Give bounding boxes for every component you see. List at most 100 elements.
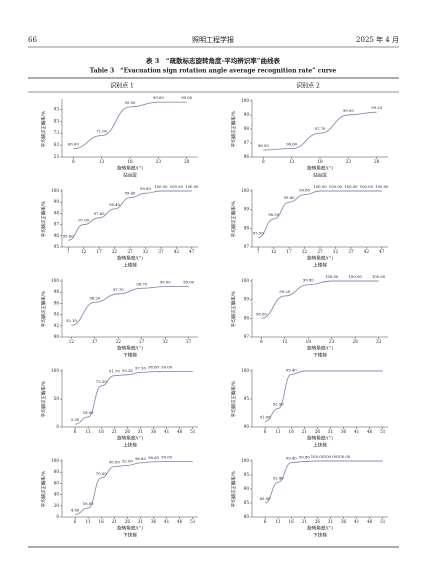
- y-axis-label: 平均辨识正确率/%: [230, 201, 237, 237]
- data-label: 71.00: [96, 129, 107, 134]
- x-tick-label: 7: [67, 249, 70, 254]
- data-label: 99.00: [160, 280, 171, 285]
- x-tick-label: 31: [138, 429, 144, 434]
- chart-subtitle: 下楼梯: [313, 352, 327, 359]
- y-tick-label: 40: [54, 492, 60, 497]
- data-label: 100.00: [329, 184, 343, 189]
- y-tick-label: 100: [51, 368, 59, 373]
- x-tick-label: 37: [158, 249, 164, 254]
- x-tick-label: 16: [289, 519, 295, 524]
- x-tick-label: 16: [99, 429, 105, 434]
- chart-subtitle: 站台层: [123, 172, 137, 179]
- x-tick-label: 47: [189, 249, 195, 254]
- y-tick-label: 97: [244, 334, 250, 339]
- y-tick-label: 73: [54, 130, 60, 135]
- x-tick-label: 7: [257, 249, 260, 254]
- x-tick-label: 37: [348, 249, 354, 254]
- y-tick-label: 95: [54, 244, 60, 249]
- journal-name: 照明工程学报: [192, 35, 234, 44]
- y-tick-label: 93: [54, 106, 60, 111]
- chart-subtitle: 上楼梯: [123, 262, 137, 269]
- data-label: 99.40: [125, 191, 136, 196]
- y-tick-label: 100: [51, 188, 59, 193]
- data-label: 96.20: [89, 295, 100, 300]
- x-tick-label: 46: [367, 429, 373, 434]
- data-label: 70.00: [96, 471, 107, 476]
- y-axis-label: 平均辨识正确率/%: [230, 111, 237, 147]
- y-tick-label: 0: [56, 424, 59, 429]
- data-label: 98.80: [148, 365, 159, 370]
- x-tick-label: 8: [260, 339, 263, 344]
- data-line: [75, 371, 193, 425]
- x-tick-label: 21: [302, 429, 308, 434]
- column-header: 识别点 1: [110, 82, 134, 90]
- x-axis-label: 旋转角度/(°): [307, 345, 333, 352]
- y-axis-label: 平均辨识正确率/%: [40, 381, 47, 417]
- data-label: 97.00: [78, 218, 89, 223]
- data-line: [258, 190, 382, 239]
- x-tick-label: 27: [317, 249, 323, 254]
- y-tick-label: 0: [56, 514, 59, 519]
- data-label: 99.20: [371, 105, 382, 110]
- x-tick-label: 41: [164, 429, 170, 434]
- y-axis-label: 平均辨识正确率/%: [230, 471, 237, 507]
- x-tick-label: 6: [74, 519, 77, 524]
- y-axis-label: 平均辨识正确率/%: [40, 471, 47, 507]
- x-axis-label: 旋转角度/(°): [117, 255, 143, 262]
- data-label: 98.40: [109, 202, 120, 207]
- table-title-en: Table 3 “Evacuation sign rotation angle …: [90, 68, 337, 75]
- y-tick-label: 53: [54, 154, 60, 159]
- data-label: 98.60: [148, 455, 159, 460]
- data-label: 97.60: [94, 211, 105, 216]
- y-tick-label: 96: [54, 233, 60, 238]
- x-tick-label: 13: [99, 159, 105, 164]
- data-label: 97.70: [113, 287, 124, 292]
- data-label: 100.00: [344, 184, 358, 189]
- chart-subtitle: 下扶梯: [313, 532, 327, 539]
- data-label: 100.00: [349, 274, 363, 279]
- data-label: 98.00: [256, 311, 267, 316]
- data-label: 100.00: [170, 184, 184, 189]
- data-label: 95.00: [125, 100, 136, 105]
- chart-subtitle: 下扶梯: [123, 532, 137, 539]
- x-tick-label: 41: [354, 429, 360, 434]
- y-tick-label: 20: [54, 503, 60, 508]
- x-tick-label: 36: [341, 519, 347, 524]
- data-label: 97.70: [315, 126, 326, 131]
- x-tick-label: 21: [112, 429, 118, 434]
- x-tick-label: 12: [81, 249, 87, 254]
- x-axis-label: 旋转角度/(°): [117, 345, 143, 352]
- x-tick-label: 31: [328, 519, 334, 524]
- x-tick-label: 11: [275, 519, 281, 524]
- data-label: 93.30: [122, 368, 133, 373]
- chart-subtitle: 上扶梯: [123, 442, 137, 449]
- data-label: 73.30: [96, 379, 107, 384]
- data-label: 93.30: [273, 402, 284, 407]
- x-tick-label: 28: [184, 159, 190, 164]
- x-axis-label: 旋转角度/(°): [307, 255, 333, 262]
- y-tick-label: 63: [54, 142, 60, 147]
- x-tick-label: 32: [143, 249, 149, 254]
- y-tick-label: 83: [54, 118, 60, 123]
- x-tick-label: 18: [306, 339, 312, 344]
- y-tick-label: 100: [241, 98, 249, 103]
- x-tick-label: 31: [138, 519, 144, 524]
- x-tick-label: 41: [354, 519, 360, 524]
- data-label: 96.80: [135, 456, 146, 461]
- x-tick-label: 17: [96, 249, 102, 254]
- x-tick-label: 6: [74, 429, 77, 434]
- y-tick-label: 100: [241, 368, 249, 373]
- x-tick-label: 51: [190, 429, 196, 434]
- data-label: 99.00: [161, 365, 172, 370]
- y-tick-label: 96: [54, 300, 60, 305]
- x-tick-label: 22: [112, 249, 118, 254]
- data-label: 97.50: [253, 231, 264, 236]
- page-number: 66: [28, 36, 37, 44]
- y-tick-label: 99: [54, 199, 60, 204]
- data-label: 92.00: [122, 458, 133, 463]
- y-tick-label: 100: [241, 458, 249, 463]
- data-line: [73, 101, 187, 150]
- x-tick-label: 12: [69, 339, 75, 344]
- x-tick-label: 13: [282, 339, 288, 344]
